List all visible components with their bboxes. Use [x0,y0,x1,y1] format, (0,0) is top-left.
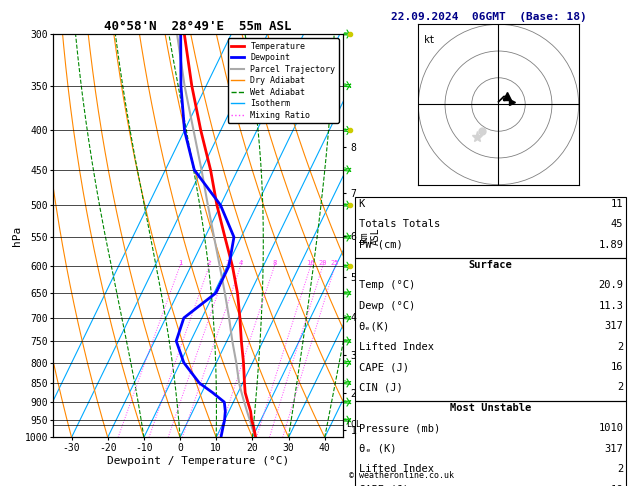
Text: 317: 317 [604,321,623,331]
Text: Totals Totals: Totals Totals [359,219,440,229]
Text: >: > [344,127,348,133]
Text: 2: 2 [207,260,211,266]
Text: 3: 3 [225,260,230,266]
Text: >: > [344,360,348,365]
Text: >: > [344,234,348,240]
Text: 1.89: 1.89 [598,240,623,250]
Text: θₑ (K): θₑ (K) [359,444,396,454]
Text: CIN (J): CIN (J) [359,382,403,393]
Text: 20.9: 20.9 [598,280,623,291]
Text: >: > [344,167,348,173]
Text: Temp (°C): Temp (°C) [359,280,415,291]
Text: © weatheronline.co.uk: © weatheronline.co.uk [349,471,454,480]
Text: 20: 20 [318,260,327,266]
Text: 16: 16 [611,485,623,486]
Text: >: > [344,263,348,269]
Text: 16: 16 [611,362,623,372]
Text: K: K [359,199,365,209]
Y-axis label: hPa: hPa [11,226,21,246]
Text: CAPE (J): CAPE (J) [359,485,408,486]
Text: Dewp (°C): Dewp (°C) [359,301,415,311]
Text: >: > [344,83,348,88]
Text: 22.09.2024  06GMT  (Base: 18): 22.09.2024 06GMT (Base: 18) [391,12,587,22]
Text: Pressure (mb): Pressure (mb) [359,423,440,434]
Text: 11.3: 11.3 [598,301,623,311]
Text: >: > [344,417,348,423]
Text: Lifted Index: Lifted Index [359,342,433,352]
Text: Lifted Index: Lifted Index [359,464,433,474]
Text: 2: 2 [617,464,623,474]
Text: LCL: LCL [346,420,360,429]
Text: 2: 2 [617,342,623,352]
Text: 16: 16 [306,260,314,266]
Text: >: > [344,399,348,405]
Legend: Temperature, Dewpoint, Parcel Trajectory, Dry Adiabat, Wet Adiabat, Isotherm, Mi: Temperature, Dewpoint, Parcel Trajectory… [228,38,338,123]
Text: >: > [344,31,348,37]
Text: Surface: Surface [469,260,513,270]
Text: 8: 8 [272,260,276,266]
Text: kt: kt [424,35,435,45]
Text: 45: 45 [611,219,623,229]
Text: 1010: 1010 [598,423,623,434]
Text: >: > [344,380,348,386]
Text: >: > [344,202,348,208]
Title: 40°58'N  28°49'E  55m ASL: 40°58'N 28°49'E 55m ASL [104,20,292,33]
Text: 317: 317 [604,444,623,454]
Text: >: > [344,315,348,321]
Text: 25: 25 [331,260,339,266]
Text: θₑ(K): θₑ(K) [359,321,390,331]
Text: 4: 4 [238,260,243,266]
Text: PW (cm): PW (cm) [359,240,403,250]
Text: >: > [344,290,348,296]
Y-axis label: km
ASL: km ASL [359,227,381,244]
Text: Most Unstable: Most Unstable [450,403,532,413]
Text: 2: 2 [617,382,623,393]
Text: >: > [344,338,348,344]
Text: 11: 11 [611,199,623,209]
Text: CAPE (J): CAPE (J) [359,362,408,372]
X-axis label: Dewpoint / Temperature (°C): Dewpoint / Temperature (°C) [107,456,289,466]
Text: 1: 1 [177,260,182,266]
